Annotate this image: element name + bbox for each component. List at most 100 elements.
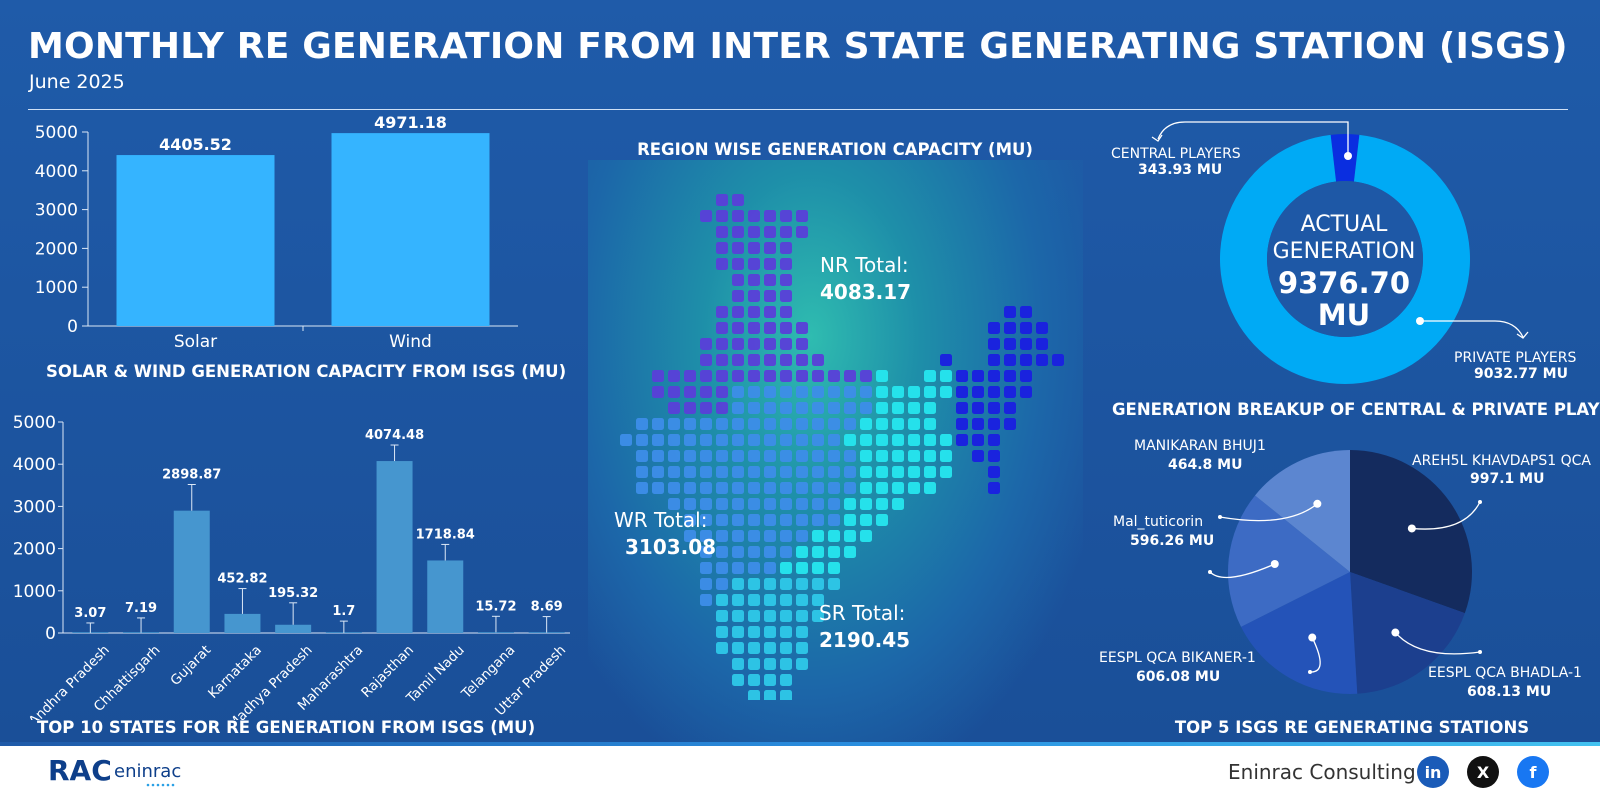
donut-slice-private (1220, 134, 1470, 384)
map-dot (908, 386, 920, 398)
map-dot (780, 626, 792, 638)
station-value-areh5l: 997.1 MU (1470, 471, 1545, 487)
map-dot (684, 418, 696, 430)
map-dot (812, 386, 824, 398)
map-dot (860, 482, 872, 494)
map-dot (828, 546, 840, 558)
donut-center-unit: MU (1317, 298, 1371, 332)
map-dot (924, 386, 936, 398)
map-dot (812, 498, 824, 510)
map-dot (796, 626, 808, 638)
map-dot (748, 226, 760, 238)
map-dot (876, 434, 888, 446)
donut-hole (1267, 181, 1423, 337)
map-dot (828, 514, 840, 526)
map-dot (988, 402, 1000, 414)
map-dot (972, 370, 984, 382)
map-dot (764, 578, 776, 590)
map-dot (748, 482, 760, 494)
y-tick-label: 4000 (35, 162, 78, 182)
map-dot (908, 434, 920, 446)
map-dot (764, 626, 776, 638)
state-bar-data-label: 3.07 (74, 606, 106, 621)
logo-mark: RAC (48, 754, 112, 787)
map-dot (892, 434, 904, 446)
map-dot (860, 450, 872, 462)
state-bar-data-label: 7.19 (125, 601, 157, 616)
pie-leader-arrowhead (1478, 500, 1482, 504)
map-dot (812, 546, 824, 558)
map-dot (844, 514, 856, 526)
map-dot (972, 402, 984, 414)
map-dot (764, 674, 776, 686)
pie-slice-5 (1255, 450, 1350, 572)
map-dot (828, 562, 840, 574)
map-dot (860, 418, 872, 430)
map-dot (748, 370, 760, 382)
map-dot (732, 482, 744, 494)
map-dot (844, 530, 856, 542)
map-dot (668, 418, 680, 430)
map-dot (636, 482, 648, 494)
region-chart-title: REGION WISE GENERATION CAPACITY (MU) (637, 140, 1033, 159)
map-dot (732, 194, 744, 206)
map-dot (764, 274, 776, 286)
map-dot (876, 402, 888, 414)
map-dot (716, 258, 728, 270)
map-dot (780, 274, 792, 286)
map-dot (732, 562, 744, 574)
map-dot (780, 690, 792, 700)
map-dot (940, 370, 952, 382)
map-dot (684, 514, 696, 526)
map-dot (684, 482, 696, 494)
map-dot (764, 226, 776, 238)
bar-wind (331, 133, 490, 326)
station-label-bikaner: EESPL QCA BIKANER-1 (1099, 650, 1256, 666)
map-dot (652, 386, 664, 398)
map-dot (892, 418, 904, 430)
y-tick-label: 1000 (13, 582, 56, 602)
map-dot (780, 418, 792, 430)
map-dot (764, 562, 776, 574)
x-twitter-icon[interactable]: X (1467, 756, 1499, 788)
eninrac-logo: RAC eninrac (48, 754, 188, 788)
map-dot (988, 418, 1000, 430)
map-dot (780, 338, 792, 350)
map-dot (844, 546, 856, 558)
map-dot (636, 418, 648, 430)
donut-chart-title: GENERATION BREAKUP OF CENTRAL & PRIVATE … (1112, 400, 1600, 419)
map-dot (732, 370, 744, 382)
map-dot (764, 642, 776, 654)
map-dot (780, 290, 792, 302)
map-dot (908, 402, 920, 414)
map-dot (796, 226, 808, 238)
station-label-manikaran: MANIKARAN BHUJ1 (1134, 438, 1266, 454)
bar-solar (116, 155, 275, 326)
map-dot (700, 514, 712, 526)
pie-leader-arrowhead (1478, 650, 1482, 654)
facebook-icon[interactable]: f (1517, 756, 1549, 788)
map-dot (876, 370, 888, 382)
map-dots (620, 194, 1064, 700)
map-dot (748, 434, 760, 446)
y-tick-label: 3000 (35, 201, 78, 221)
map-dot (940, 434, 952, 446)
map-dot (972, 434, 984, 446)
map-dot (732, 498, 744, 510)
map-dot (796, 610, 808, 622)
map-dot (812, 434, 824, 446)
state-bar-data-label: 8.69 (531, 600, 563, 615)
map-dot (668, 450, 680, 462)
map-dot (700, 466, 712, 478)
pie-slice-2 (1350, 572, 1465, 694)
linkedin-icon[interactable]: in (1417, 756, 1449, 788)
map-dot (668, 434, 680, 446)
map-dot (844, 402, 856, 414)
map-dot (1004, 322, 1016, 334)
map-dot (764, 498, 776, 510)
map-dot (668, 482, 680, 494)
map-dot (780, 306, 792, 318)
map-dot (956, 386, 968, 398)
header-divider (28, 109, 1568, 110)
map-dot (748, 210, 760, 222)
